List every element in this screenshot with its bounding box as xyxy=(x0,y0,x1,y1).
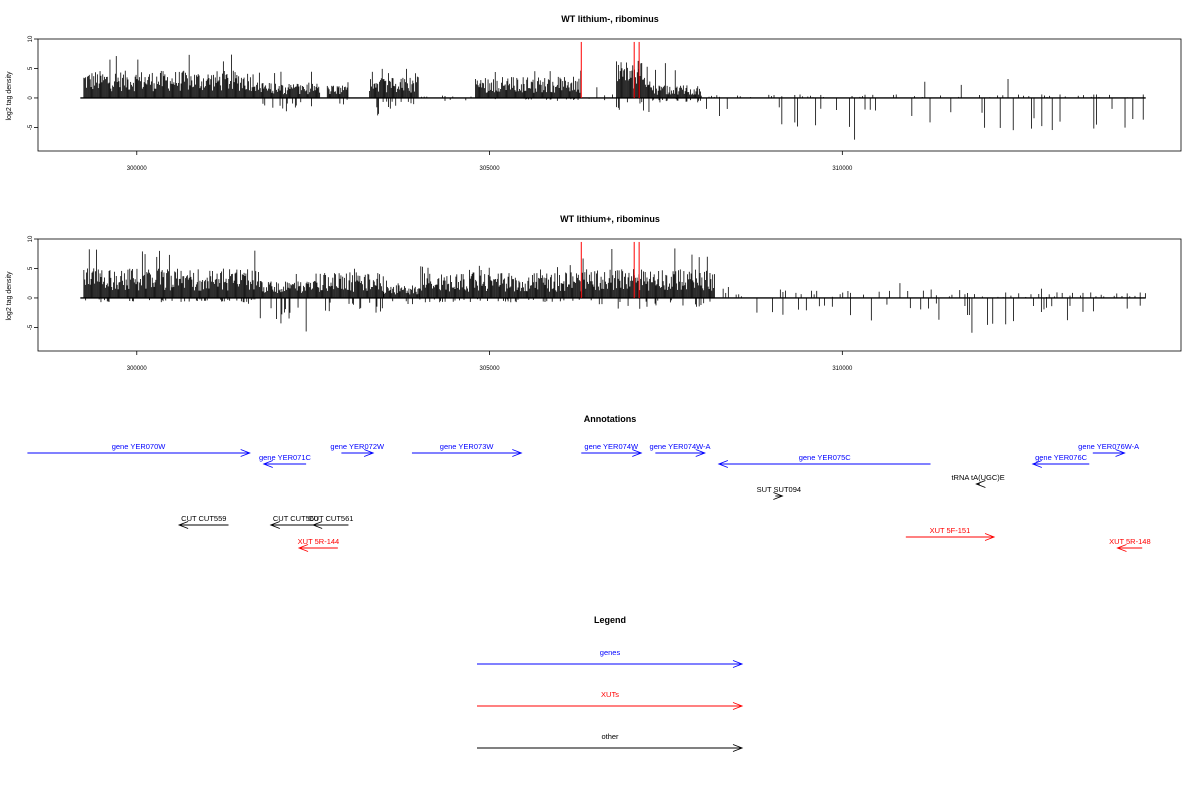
annotation-cut-cut561: CUT CUT561 xyxy=(308,514,353,529)
legend-label: XUTs xyxy=(601,690,619,699)
y-tick-label: 10 xyxy=(28,35,34,42)
annotation-xut-5f-151: XUT 5F-151 xyxy=(905,526,996,541)
y-axis-label: log2 tag density xyxy=(6,271,13,321)
annotation-xut-5r-148: XUT 5R-148 xyxy=(1109,537,1151,552)
bars xyxy=(80,41,1146,140)
annotation-gene-yer074w-a: gene YER074W-A xyxy=(650,442,711,457)
annotation-gene-yer076w-a: gene YER076W-A xyxy=(1078,442,1139,457)
annotation-gene-yer073w: gene YER073W xyxy=(411,442,523,457)
annotation-label: gene YER074W xyxy=(584,442,639,451)
y-axis-label: log2 tag density xyxy=(6,71,13,121)
y-tick-label: 10 xyxy=(28,235,34,242)
x-tick-label: 310000 xyxy=(832,166,853,172)
y-tick-label: 5 xyxy=(28,66,34,70)
y-tick-label: 5 xyxy=(28,266,34,270)
annotation-label: SUT SUT094 xyxy=(757,485,801,494)
annotation-arrowhead xyxy=(984,533,996,541)
annotation-arrowhead xyxy=(297,544,309,552)
legend-entry-genes: genes xyxy=(477,648,744,668)
annotation-label: CUT CUT561 xyxy=(308,514,353,523)
track-lithium-plus: WT lithium+, ribominus log2 tag density … xyxy=(6,214,1182,372)
annotation-label: gene YER074W-A xyxy=(650,442,711,451)
annotation-gene-yer071c: gene YER071C xyxy=(259,453,312,468)
y-tick-label: -5 xyxy=(28,124,34,130)
annotation-gene-yer076c: gene YER076C xyxy=(1031,453,1090,468)
legend-entry-xuts: XUTs xyxy=(477,690,744,710)
annotation-arrowhead xyxy=(975,480,986,488)
annotation-arrowhead xyxy=(1115,449,1126,457)
annotation-label: gene YER075C xyxy=(799,453,852,462)
annotation-gene-yer074w: gene YER074W xyxy=(581,442,643,457)
annotation-trna-ta-ugc-e: tRNA tA(UGC)E xyxy=(951,473,1005,488)
annotation-label: gene YER073W xyxy=(440,442,495,451)
x-ticks: 300000 305000 310000 xyxy=(127,351,853,372)
annotation-arrowhead xyxy=(1116,544,1127,552)
annotations-title: Annotations xyxy=(584,414,637,424)
annotation-label: gene YER076W-A xyxy=(1078,442,1139,451)
bars xyxy=(80,241,1146,333)
legend-title: Legend xyxy=(594,615,626,625)
plot-frame xyxy=(37,238,1182,352)
annotation-label: CUT CUT559 xyxy=(181,514,226,523)
annotation-arrowhead xyxy=(269,521,280,529)
annotation-arrowhead xyxy=(177,521,189,529)
x-tick-label: 305000 xyxy=(480,166,501,172)
annotation-label: gene YER070W xyxy=(112,442,167,451)
track-title: WT lithium-, ribominus xyxy=(561,14,659,24)
x-tick-label: 305000 xyxy=(480,366,501,372)
y-tick-label: 0 xyxy=(28,296,34,300)
x-tick-label: 310000 xyxy=(832,366,853,372)
x-tick-label: 300000 xyxy=(127,166,148,172)
annotation-xut-5r-144: XUT 5R-144 xyxy=(297,537,340,552)
annotation-items: gene YER070W gene YER071C gene YER072W gene… xyxy=(27,442,1151,552)
x-ticks: 300000 305000 310000 xyxy=(127,151,853,172)
annotation-gene-yer072w: gene YER072W xyxy=(330,442,385,457)
track-lithium-minus: WT lithium-, ribominus log2 tag density … xyxy=(6,14,1182,172)
annotation-arrowhead xyxy=(311,521,323,529)
annotation-sut-sut094: SUT SUT094 xyxy=(757,485,801,500)
annotation-label: gene YER072W xyxy=(330,442,385,451)
y-ticks: 10 5 0 -5 xyxy=(28,235,38,330)
annotation-cut-cut559: CUT CUT559 xyxy=(177,514,229,529)
annotation-arrowhead xyxy=(262,460,273,468)
annotation-arrowhead xyxy=(240,449,251,457)
annotation-label: XUT 5R-148 xyxy=(1109,537,1151,546)
legend-label: genes xyxy=(600,648,621,657)
annotation-arrowhead xyxy=(717,460,729,468)
annotation-label: tRNA tA(UGC)E xyxy=(951,473,1004,482)
legend-arrowhead xyxy=(732,702,744,710)
legend-arrowhead xyxy=(732,744,744,752)
track-title: WT lithium+, ribominus xyxy=(560,214,660,224)
plot-frame xyxy=(37,38,1182,152)
annotation-arrowhead xyxy=(363,449,375,457)
y-tick-label: 0 xyxy=(28,96,34,100)
annotation-label: XUT 5F-151 xyxy=(930,526,971,535)
annotation-arrowhead xyxy=(773,492,784,500)
legend-arrowhead xyxy=(732,660,744,668)
legend-label: other xyxy=(601,732,619,741)
legend-entry-other: other xyxy=(477,732,744,752)
annotation-label: CUT CUT560 xyxy=(273,514,318,523)
annotation-arrowhead xyxy=(695,449,706,457)
annotation-gene-yer075c: gene YER075C xyxy=(717,453,931,468)
annotation-arrowhead xyxy=(632,449,643,457)
y-tick-label: -5 xyxy=(28,324,34,330)
annotation-arrowhead xyxy=(512,449,523,457)
y-ticks: 10 5 0 -5 xyxy=(28,35,38,130)
legend-panel: Legend genes XUTs other xyxy=(477,615,744,752)
x-tick-label: 300000 xyxy=(127,366,148,372)
annotation-label: XUT 5R-144 xyxy=(298,537,340,546)
annotation-gene-yer070w: gene YER070W xyxy=(27,442,251,457)
annotation-label: gene YER076C xyxy=(1035,453,1088,462)
legend-entries: genes XUTs other xyxy=(477,648,744,752)
annotation-label: gene YER071C xyxy=(259,453,312,462)
annotation-arrowhead xyxy=(1031,460,1042,468)
